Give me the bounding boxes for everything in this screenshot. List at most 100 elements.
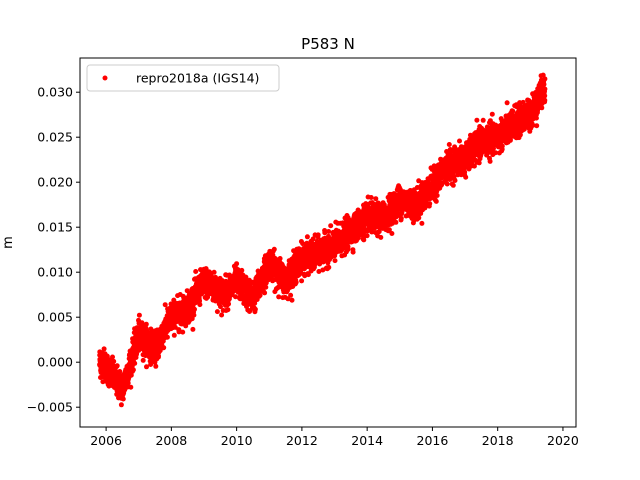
data-point	[118, 402, 124, 408]
data-point	[304, 234, 310, 240]
data-point	[452, 178, 458, 183]
data-point	[332, 258, 338, 264]
data-point	[398, 215, 404, 221]
data-point	[369, 229, 375, 235]
data-point	[110, 354, 115, 360]
data-point	[180, 329, 186, 335]
data-point	[350, 249, 356, 255]
x-tick-label: 2006	[90, 433, 122, 448]
data-point	[156, 353, 161, 359]
data-point	[153, 363, 159, 369]
data-point	[491, 145, 496, 151]
data-point	[140, 357, 146, 363]
data-point	[191, 312, 197, 318]
data-point	[111, 358, 117, 364]
data-point	[314, 238, 320, 244]
data-point	[434, 193, 440, 198]
data-point	[326, 229, 332, 234]
data-point	[101, 346, 107, 352]
data-point	[499, 143, 505, 149]
data-point	[326, 264, 332, 270]
data-point	[171, 332, 177, 338]
data-point	[376, 229, 382, 235]
data-point	[285, 296, 291, 302]
data-point	[225, 307, 231, 313]
data-point	[487, 158, 493, 164]
data-point	[234, 261, 240, 267]
data-point	[263, 284, 269, 290]
data-point	[144, 364, 149, 370]
data-point	[120, 396, 126, 402]
data-point	[293, 279, 299, 285]
data-point	[316, 269, 322, 274]
data-point	[480, 117, 486, 123]
data-point	[289, 297, 295, 303]
data-point	[226, 301, 231, 307]
data-point	[457, 138, 462, 144]
data-point	[530, 122, 536, 128]
data-point	[161, 345, 167, 351]
data-point	[197, 302, 203, 308]
data-point	[257, 292, 263, 298]
data-point	[433, 198, 439, 204]
data-point	[328, 223, 334, 229]
x-tick-label: 2008	[155, 433, 187, 448]
data-point	[474, 117, 480, 123]
data-point	[164, 334, 170, 340]
data-point	[288, 292, 294, 298]
data-point	[542, 86, 548, 92]
data-point	[517, 132, 523, 138]
data-point	[305, 272, 311, 278]
data-point	[252, 306, 258, 312]
data-point	[476, 160, 482, 166]
data-point	[534, 123, 540, 129]
data-point	[471, 163, 477, 169]
data-point	[378, 234, 384, 240]
data-point	[345, 244, 351, 250]
data-point	[300, 241, 306, 247]
data-point	[197, 298, 202, 303]
data-point	[143, 321, 149, 327]
data-point	[190, 326, 196, 332]
data-point	[386, 227, 392, 233]
data-point	[114, 363, 120, 369]
data-point	[243, 274, 249, 280]
data-point	[542, 76, 548, 82]
data-point	[520, 99, 526, 105]
data-point	[526, 98, 532, 104]
data-point	[176, 329, 182, 335]
data-point	[539, 105, 545, 111]
x-tick-label: 2010	[221, 433, 253, 448]
data-point	[125, 380, 131, 386]
data-point	[393, 219, 399, 225]
data-point	[507, 137, 513, 143]
data-point	[322, 230, 328, 236]
data-point	[450, 182, 456, 188]
data-point	[211, 269, 217, 275]
data-point	[462, 169, 468, 175]
data-point	[310, 236, 316, 242]
data-point	[504, 100, 510, 106]
data-point	[315, 232, 321, 238]
data-point	[444, 181, 450, 187]
data-point	[218, 304, 223, 310]
data-point	[541, 81, 547, 87]
data-point	[427, 201, 433, 207]
data-point	[463, 174, 469, 180]
data-point	[510, 108, 516, 114]
data-point	[419, 220, 425, 226]
data-point	[416, 215, 422, 221]
data-point	[162, 302, 168, 308]
data-point	[373, 196, 379, 202]
data-point	[128, 372, 134, 378]
data-point	[277, 256, 283, 261]
data-point	[130, 367, 136, 373]
data-point	[364, 233, 370, 239]
data-point	[542, 93, 548, 99]
data-point	[540, 72, 546, 78]
data-point	[136, 312, 142, 318]
data-point	[389, 231, 395, 236]
data-point	[262, 290, 268, 296]
x-tick-label: 2012	[286, 433, 318, 448]
